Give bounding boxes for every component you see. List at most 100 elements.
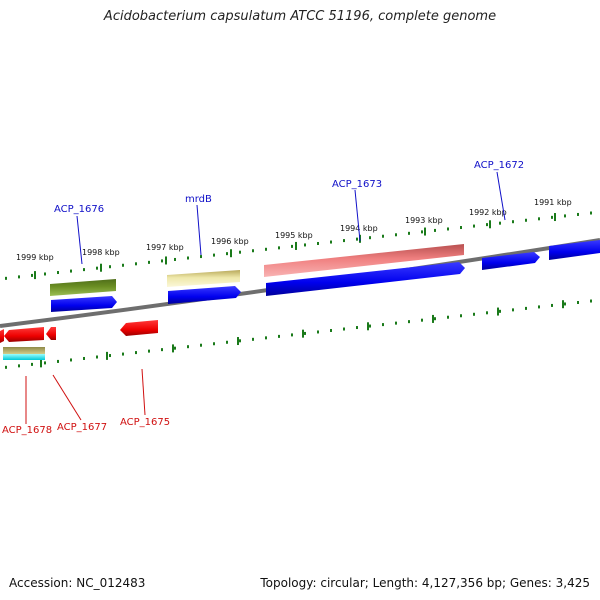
mrdB-cds[interactable]: [168, 286, 241, 304]
gene-label-mrdB[interactable]: mrdB: [185, 194, 212, 205]
scale-tick-minor: [538, 217, 540, 221]
ACP_1675-cds[interactable]: [120, 320, 158, 336]
scale-tick-major: [302, 329, 304, 338]
scale-label-1992: 1992 kbp: [469, 208, 507, 217]
ACP_1678-cds[interactable]: [0, 329, 4, 343]
scale-tick-minor: [161, 259, 163, 263]
scale-label-1998: 1998 kbp: [82, 248, 120, 257]
scale-tick-minor: [577, 212, 579, 216]
scale-tick-minor: [356, 326, 358, 330]
scale-tick-minor: [96, 266, 98, 270]
scale-tick-minor: [330, 328, 332, 332]
scale-tick-minor: [109, 265, 111, 269]
scale-tick-minor: [213, 253, 215, 257]
scale-tick-minor: [304, 243, 306, 247]
scale-tick-minor: [44, 272, 46, 276]
scale-tick-minor: [57, 271, 59, 275]
scale-tick-minor: [538, 305, 540, 309]
ACP_1672-cds[interactable]: [482, 252, 540, 270]
scale-tick-minor: [5, 365, 7, 369]
scale-tick-minor: [200, 343, 202, 347]
ACP_1678-cog-a[interactable]: [3, 347, 45, 354]
accession-text: Accession: NC_012483: [9, 576, 146, 590]
scale-tick-minor: [434, 317, 436, 321]
scale-tick-minor: [83, 268, 85, 272]
scale-label-1993: 1993 kbp: [405, 216, 443, 225]
scale-tick-minor: [577, 300, 579, 304]
scale-tick-major: [367, 322, 369, 331]
scale-tick-minor: [83, 356, 85, 360]
scale-tick-major: [40, 359, 42, 368]
scale-tick-minor: [434, 228, 436, 232]
scale-tick-minor: [421, 318, 423, 322]
scale-tick-minor: [122, 352, 124, 356]
ACP_1673-cog[interactable]: [264, 244, 464, 277]
ACP_1673-cds[interactable]: [266, 262, 465, 296]
ACP_1678-cog-b[interactable]: [3, 354, 45, 360]
scale-tick-minor: [473, 312, 475, 316]
gene-label-ACP_1673[interactable]: ACP_1673: [332, 179, 382, 190]
scale-tick-minor: [486, 223, 488, 227]
gene-label-ACP_1677[interactable]: ACP_1677: [57, 422, 107, 433]
scale-tick-minor: [564, 302, 566, 306]
scale-tick-minor: [343, 327, 345, 331]
gene-label-ACP_1672[interactable]: ACP_1672: [474, 160, 524, 171]
scale-tick-minor: [135, 262, 137, 266]
genome-summary-text: Topology: circular; Length: 4,127,356 bp…: [260, 576, 590, 590]
scale-tick-minor: [70, 269, 72, 273]
ACP_1672-leader: [496, 171, 506, 221]
scale-tick-minor: [590, 211, 592, 215]
scale-tick-minor: [135, 351, 137, 355]
scale-tick-minor: [109, 354, 111, 358]
scale-tick-minor: [356, 237, 358, 241]
map-title: Acidobacterium capsulatum ATCC 51196, co…: [103, 9, 497, 24]
scale-tick-minor: [512, 220, 514, 224]
scale-tick-minor: [551, 215, 553, 219]
scale-tick-major: [489, 220, 491, 229]
ACP_1676-cds[interactable]: [51, 296, 117, 312]
scale-tick-minor: [161, 348, 163, 352]
scale-label-1997: 1997 kbp: [146, 243, 184, 252]
ACP_1676-cog[interactable]: [50, 279, 116, 296]
scale-tick-minor: [187, 256, 189, 260]
gene-label-ACP_1678[interactable]: ACP_1678: [2, 425, 52, 436]
scale-tick-minor: [447, 227, 449, 231]
gene-label-ACP_1676[interactable]: ACP_1676: [54, 204, 104, 215]
scale-tick-minor: [369, 324, 371, 328]
gene-label-ACP_1675[interactable]: ACP_1675: [120, 417, 170, 428]
scale-tick-major: [237, 337, 239, 346]
inner-scale-ruler: [5, 299, 592, 369]
scale-tick-major: [100, 263, 102, 272]
scale-tick-minor: [57, 359, 59, 363]
mrdB-cog[interactable]: [167, 270, 240, 287]
scale-tick-minor: [369, 236, 371, 240]
outer-scale-ruler: [5, 211, 592, 280]
scale-tick-major: [554, 213, 556, 222]
scale-tick-minor: [278, 334, 280, 338]
scale-label-1999: 1999 kbp: [16, 253, 54, 262]
offscreen-right-cds[interactable]: [549, 240, 600, 260]
scale-tick-major: [562, 300, 564, 309]
ACP_1675-leader: [141, 368, 146, 416]
scale-tick-minor: [408, 320, 410, 324]
scale-tick-minor: [18, 364, 20, 368]
scale-tick-minor: [265, 247, 267, 251]
scale-tick-minor: [226, 340, 228, 344]
ACP_1677-cds[interactable]: [4, 327, 44, 342]
scale-tick-minor: [252, 337, 254, 341]
scale-tick-minor: [252, 249, 254, 253]
scale-tick-minor: [382, 323, 384, 327]
scale-tick-minor: [31, 362, 33, 366]
scale-tick-minor: [213, 342, 215, 346]
scale-tick-minor: [304, 331, 306, 335]
scale-tick-major: [230, 249, 232, 258]
scale-tick-minor: [174, 346, 176, 350]
scale-tick-major: [432, 314, 434, 323]
scale-tick-minor: [499, 309, 501, 313]
scale-tick-minor: [460, 226, 462, 230]
ACP_1673-leader: [354, 189, 361, 242]
ACP_1677-cds-tail[interactable]: [46, 327, 56, 340]
scale-tick-minor: [343, 239, 345, 243]
scale-tick-minor: [395, 321, 397, 325]
